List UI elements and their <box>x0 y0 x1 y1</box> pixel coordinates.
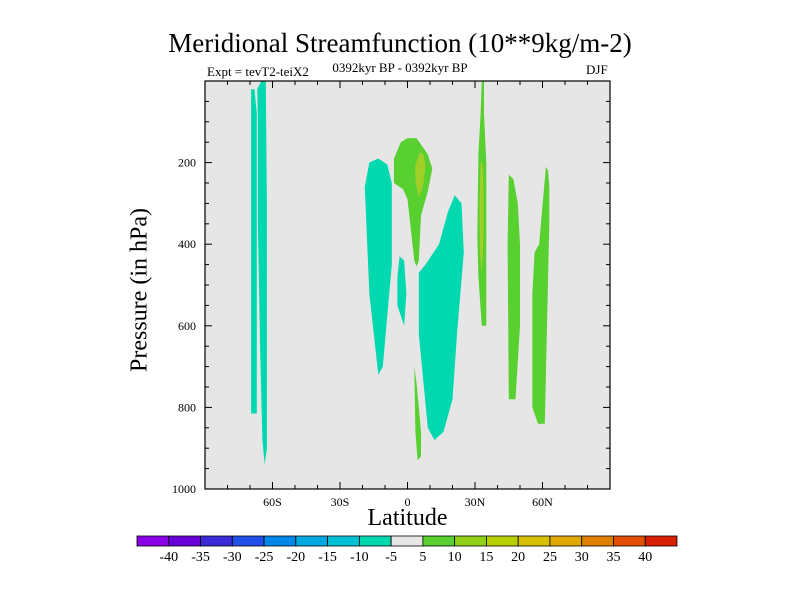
colorbar-swatch <box>295 535 328 547</box>
colorbar-label: -5 <box>385 550 397 565</box>
colorbar-label: 5 <box>419 550 426 565</box>
colorbar-swatch <box>644 535 678 547</box>
contour-region-pos-7 <box>414 366 421 461</box>
tick-labels: 60S 30S 0 30N 60N 200 400 600 800 1000 <box>172 156 553 509</box>
y-tick-label: 1000 <box>172 482 196 496</box>
contour-region-pos-11 <box>532 166 550 424</box>
experiment-label: Expt = tevT2-teiX2 <box>207 64 309 79</box>
x-tick-label: 30S <box>331 495 350 509</box>
x-tick-label: 60S <box>263 495 282 509</box>
colorbar-swatch <box>486 535 519 547</box>
colorbar-label: 40 <box>638 550 652 565</box>
colorbar-swatch <box>613 535 646 547</box>
contour-region-neg-1 <box>257 81 267 465</box>
colorbar-swatch <box>263 535 297 547</box>
colorbar-swatch <box>136 535 170 547</box>
colorbar-swatch <box>581 535 614 547</box>
colorbar-label: -40 <box>159 550 178 565</box>
colorbar-swatch <box>231 535 265 547</box>
contour-region-neg-2 <box>364 158 392 375</box>
colorbar-label: -15 <box>318 550 337 565</box>
colorbar: -40 -35 -30 -25 -20 -15 -10 -5 5 10 15 20 25 30 35 40 <box>136 535 678 565</box>
colorbar-label: -30 <box>223 550 242 565</box>
colorbar-label: 15 <box>479 550 493 565</box>
y-tick-label: 200 <box>178 156 196 170</box>
colorbar-swatch <box>200 535 233 547</box>
colorbar-swatch <box>517 535 551 547</box>
colorbar-swatch <box>390 535 424 547</box>
colorbar-label: 30 <box>575 550 589 565</box>
x-tick-label: 0 <box>405 495 411 509</box>
x-axis-label: Latitude <box>367 505 448 531</box>
x-tick-label: 30N <box>465 495 486 509</box>
colorbar-label: 10 <box>448 550 462 565</box>
contour-region-neg-3 <box>397 256 407 326</box>
y-tick-label: 400 <box>178 237 196 251</box>
colorbar-label: 35 <box>606 550 620 565</box>
period-label: 0392kyr BP - 0392kyr BP <box>332 60 468 75</box>
contour-region-pos-10 <box>507 174 520 400</box>
colorbar-label: 25 <box>543 550 557 565</box>
y-tick-label: 600 <box>178 319 196 333</box>
colorbar-label: -10 <box>350 550 369 565</box>
colorbar-label: -20 <box>286 550 305 565</box>
colorbar-label: -35 <box>191 550 210 565</box>
contour-region-neg-4 <box>418 195 464 440</box>
y-tick-label: 800 <box>178 400 196 414</box>
colorbar-swatch <box>422 535 456 547</box>
colorbar-swatch <box>454 535 487 547</box>
colorbar-swatch <box>327 535 360 547</box>
x-tick-label: 60N <box>532 495 553 509</box>
plot-frame <box>204 80 611 490</box>
colorbar-label: -25 <box>255 550 274 565</box>
colorbar-label: 20 <box>511 550 525 565</box>
colorbar-swatch <box>549 535 583 547</box>
colorbar-swatch <box>168 535 201 547</box>
contour-fill-regions <box>251 81 550 465</box>
contour-region-pos-9 <box>479 162 484 273</box>
season-label: DJF <box>586 62 608 77</box>
chart-title: Meridional Streamfunction (10**9kg/m-2) <box>168 28 632 58</box>
contour-region-neg-0 <box>251 89 257 414</box>
contour-region-pos-6 <box>415 152 426 198</box>
colorbar-swatch <box>358 535 392 547</box>
